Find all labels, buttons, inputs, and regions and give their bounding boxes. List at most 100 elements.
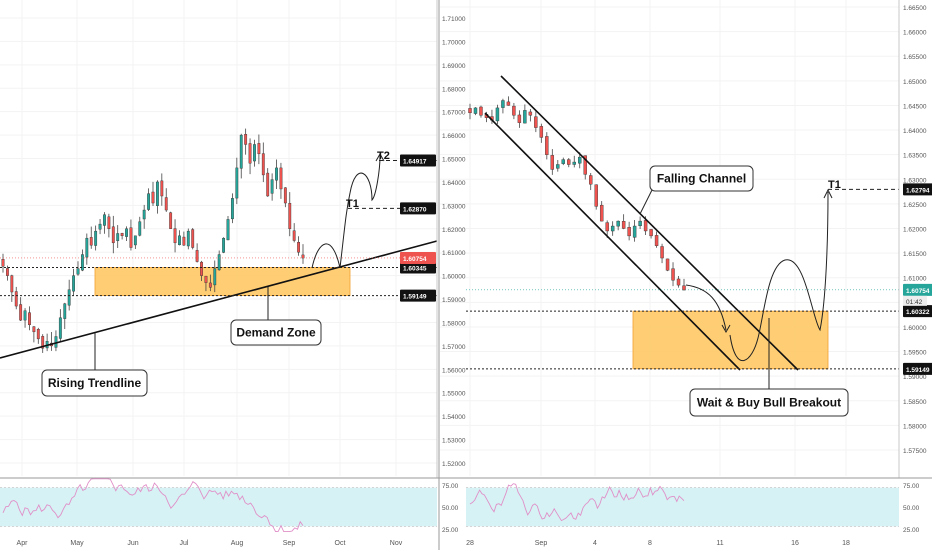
projected-path-left bbox=[311, 155, 381, 269]
left-grid bbox=[0, 0, 437, 476]
right-level-badge-box bbox=[903, 183, 932, 196]
projected-path-left-arrowhead bbox=[375, 152, 385, 162]
left-x-tick-label: Oct bbox=[335, 540, 346, 547]
right-candle-body bbox=[671, 268, 675, 281]
left-candle-body bbox=[1, 259, 5, 267]
left-candle-body bbox=[244, 133, 248, 145]
left-candle-body bbox=[186, 230, 190, 247]
left-candle-body bbox=[275, 167, 278, 181]
countdown-label: 01:42 bbox=[906, 299, 923, 306]
right-level-badge-label: 1.59149 bbox=[906, 367, 930, 374]
left-candle-body bbox=[85, 237, 89, 258]
falling-channel-upper bbox=[500, 75, 799, 371]
left-candle-body bbox=[261, 153, 265, 176]
left-candle-body bbox=[217, 254, 221, 271]
right-candle-body bbox=[589, 175, 593, 185]
left-candle-body bbox=[283, 187, 287, 204]
left-candle-body bbox=[266, 172, 270, 197]
left-candle-body bbox=[151, 191, 155, 204]
right-candle-body bbox=[468, 108, 472, 114]
right-candle-body bbox=[512, 105, 516, 116]
left-price-axis[interactable]: 1.71000 1.70000 1.69000 1.68000 1.67000 1.660… bbox=[436, 0, 466, 478]
rising-trendline bbox=[0, 240, 438, 359]
left-candle-body bbox=[19, 304, 23, 321]
left-rsi-line bbox=[2, 478, 304, 533]
right-y-tick-label: 1.64500 bbox=[903, 103, 927, 110]
right-current-price-badge-label: 1.60754 bbox=[906, 288, 930, 295]
left-level-badge-label: 1.60345 bbox=[403, 266, 427, 273]
right-candle-body bbox=[616, 220, 620, 227]
left-candles bbox=[1, 128, 305, 353]
left-x-tick-label: Nov bbox=[390, 540, 403, 547]
left-y-tick-label: 1.55000 bbox=[442, 391, 466, 398]
right-candle-body bbox=[539, 126, 544, 138]
callout-falling-channel-text: Falling Channel bbox=[657, 172, 746, 186]
drawings: T2 T1 T1 bbox=[0, 75, 899, 371]
callout-demand-zone-text: Demand Zone bbox=[236, 326, 316, 340]
left-time-axis[interactable]: Apr May Jun Jul Aug Sep Oct Nov bbox=[17, 540, 403, 547]
right-rsi-tick: 75.00 bbox=[903, 483, 920, 490]
right-candle-body bbox=[643, 220, 648, 232]
right-candle-body bbox=[495, 107, 500, 122]
right-y-tick-label: 1.59000 bbox=[903, 374, 927, 381]
right-candle-body bbox=[638, 220, 642, 227]
left-level-badge-box bbox=[400, 261, 436, 274]
left-y-tick-label: 1.70000 bbox=[442, 39, 466, 46]
right-level-badge-label: 1.62794 bbox=[906, 187, 930, 194]
left-candle-body bbox=[164, 197, 168, 211]
left-candle-body bbox=[14, 291, 18, 307]
left-candle-body bbox=[226, 219, 230, 241]
right-current-price-badge-box bbox=[903, 283, 932, 296]
right-candle-body bbox=[556, 164, 560, 169]
left-candle-body bbox=[54, 336, 58, 348]
right-y-tick-label: 1.61000 bbox=[903, 276, 927, 283]
left-x-tick-label: May bbox=[70, 540, 84, 547]
right-time-axis[interactable]: 28 Sep 4 8 11 16 18 bbox=[466, 540, 850, 547]
right-candle-body bbox=[610, 225, 615, 232]
right-candle-body bbox=[572, 161, 576, 165]
left-candle-body bbox=[63, 303, 67, 319]
left-candle-body bbox=[116, 233, 120, 242]
callout-falling-channel-pointer bbox=[639, 189, 653, 215]
left-candle-body bbox=[129, 227, 133, 248]
left-rsi-tick: 50.00 bbox=[442, 505, 459, 512]
right-candle-body bbox=[627, 227, 631, 237]
left-candle-body bbox=[72, 275, 76, 292]
left-candle-body bbox=[301, 254, 305, 259]
left-candle-body bbox=[222, 237, 226, 253]
right-candle-body bbox=[578, 156, 582, 164]
left-rsi-tick: 75.00 bbox=[442, 483, 459, 490]
left-candle-body bbox=[155, 181, 159, 206]
right-y-tick-label: 1.60000 bbox=[903, 325, 927, 332]
countdown-box bbox=[903, 295, 927, 306]
left-candle-body bbox=[36, 329, 40, 340]
left-candle-body bbox=[133, 235, 137, 246]
right-candle-body bbox=[528, 111, 533, 116]
left-candle-body bbox=[182, 236, 186, 246]
left-x-tick-label: Aug bbox=[231, 540, 244, 547]
right-candle-body bbox=[517, 114, 522, 123]
right-candle-body bbox=[605, 222, 609, 232]
right-candle-body bbox=[545, 136, 549, 155]
left-x-tick-label: Jun bbox=[127, 540, 138, 547]
right-x-tick-label: 11 bbox=[716, 540, 723, 547]
callout-rising-trendline-text: Rising Trendline bbox=[48, 376, 142, 390]
left-rsi-tick: 25.00 bbox=[442, 527, 459, 534]
right-candle-body bbox=[594, 184, 598, 207]
right-level-badge-box bbox=[903, 305, 932, 318]
left-candle-body bbox=[142, 209, 146, 220]
right-candle-body bbox=[567, 159, 571, 165]
left-y-tick-label: 1.64000 bbox=[442, 180, 466, 187]
right-y-tick-label: 1.59500 bbox=[903, 350, 927, 357]
left-y-tick-label: 1.65000 bbox=[442, 157, 466, 164]
left-candle-body bbox=[111, 226, 115, 244]
left-y-tick-label: 1.53000 bbox=[442, 438, 466, 445]
right-candle-body bbox=[506, 101, 511, 106]
right-y-tick-label: 1.65500 bbox=[903, 54, 927, 61]
right-candle-body bbox=[649, 229, 653, 237]
left-demand-zone bbox=[94, 267, 351, 296]
callout-falling-channel-box bbox=[649, 165, 754, 192]
left-candle-body bbox=[178, 235, 181, 246]
left-level-badge-box bbox=[400, 289, 436, 302]
right-rsi-line bbox=[469, 483, 685, 522]
